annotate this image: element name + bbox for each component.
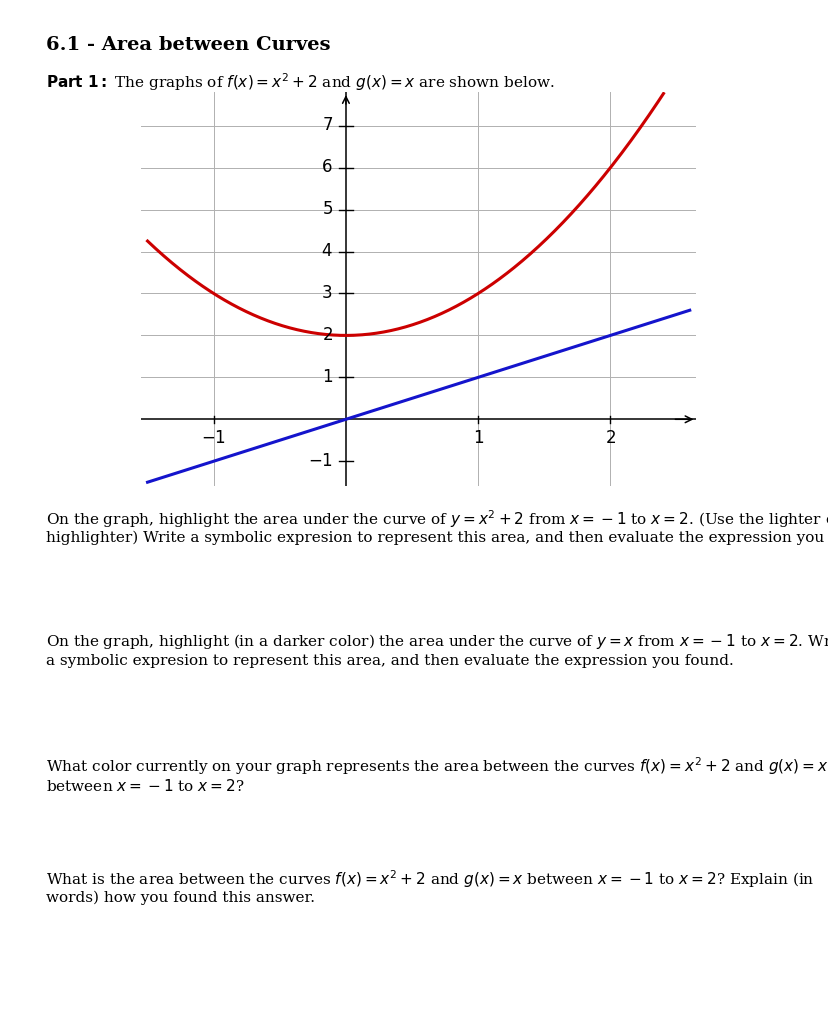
- Text: $4$: $4$: [320, 243, 332, 260]
- Text: $-1$: $-1$: [307, 453, 332, 470]
- Text: $6$: $6$: [320, 159, 332, 176]
- Text: $2$: $2$: [604, 430, 615, 446]
- Text: On the graph, highlight the area under the curve of $y=x^2+2$ from $x=-1$ to $x=: On the graph, highlight the area under t…: [46, 508, 828, 529]
- Text: What color currently on your graph represents the area between the curves $f(x)=: What color currently on your graph repre…: [46, 756, 827, 777]
- Text: On the graph, highlight (in a darker color) the area under the curve of $y=x$ fr: On the graph, highlight (in a darker col…: [46, 632, 828, 651]
- Text: $1$: $1$: [472, 430, 483, 446]
- Text: $2$: $2$: [321, 327, 332, 344]
- Text: $7$: $7$: [321, 117, 332, 134]
- Text: $5$: $5$: [321, 201, 332, 218]
- Text: What is the area between the curves $f(x)=x^2+2$ and $g(x)=x$ between $x=-1$ to : What is the area between the curves $f(x…: [46, 868, 813, 890]
- Text: a symbolic expresion to represent this area, and then evaluate the expression yo: a symbolic expresion to represent this a…: [46, 654, 733, 669]
- Text: $1$: $1$: [321, 369, 332, 386]
- Text: $\bf{Part\ 1:}$ The graphs of $f(x)=x^2+2$ and $g(x)=x$ are shown below.: $\bf{Part\ 1:}$ The graphs of $f(x)=x^2+…: [46, 72, 554, 93]
- Text: highlighter) Write a symbolic expresion to represent this area, and then evaluat: highlighter) Write a symbolic expresion …: [46, 530, 828, 545]
- Text: $3$: $3$: [321, 285, 332, 302]
- Text: words) how you found this answer.: words) how you found this answer.: [46, 891, 314, 905]
- Text: 6.1 - Area between Curves: 6.1 - Area between Curves: [46, 36, 330, 54]
- Text: $-1$: $-1$: [201, 430, 226, 446]
- Text: between $x=-1$ to $x=2$?: between $x=-1$ to $x=2$?: [46, 778, 244, 795]
